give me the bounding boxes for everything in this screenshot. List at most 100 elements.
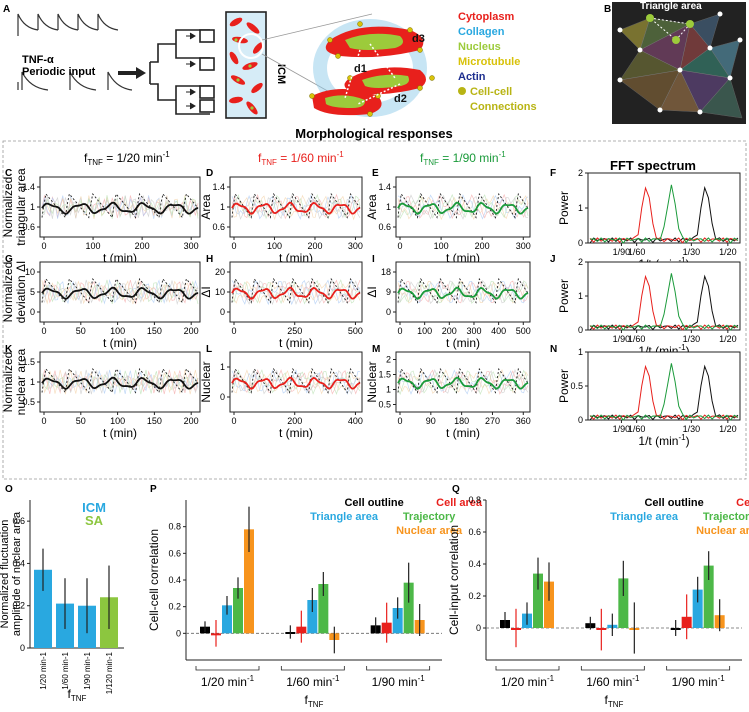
ylabel-line: deviation ΔI	[14, 261, 28, 324]
bar	[692, 589, 703, 628]
x-tick-label: 300	[184, 241, 199, 251]
pulse-train-bottom	[17, 71, 133, 91]
xlabel: t (min)	[446, 336, 480, 350]
legend-item: Cell area	[736, 497, 749, 509]
pulse-train-top	[17, 13, 119, 36]
legend-item: ICM	[82, 500, 106, 515]
group-label: 1/20 min-1	[501, 674, 555, 689]
ylabel-short: Nuclear	[365, 361, 379, 402]
background-trace	[41, 369, 199, 395]
x-tick-label: 0	[41, 326, 46, 336]
x-tick-label: 270	[485, 416, 500, 426]
y-tick-label: 0.6	[212, 222, 225, 232]
background-trace	[41, 195, 199, 219]
col-title-1-20: fTNF = 1/20 min-1	[84, 150, 170, 167]
y-tick-label: 1.5	[378, 370, 391, 380]
bar	[392, 608, 403, 634]
background-trace	[397, 280, 529, 304]
x-tick-label: 1/30	[683, 247, 701, 257]
plot-frame	[587, 172, 741, 244]
y-tick-label: 1	[220, 202, 225, 212]
xlabel: t (min)	[279, 426, 313, 440]
x-tick-label: 300	[348, 241, 363, 251]
xlabel: t (min)	[446, 426, 480, 440]
fft-spectrum-line	[589, 274, 739, 331]
mean-trace	[231, 376, 361, 390]
background-trace	[41, 369, 199, 395]
y-tick-label: 0.8	[168, 522, 181, 532]
fft-ylabel: Power	[557, 369, 571, 403]
category-label: 1/60 min-1	[61, 651, 70, 689]
group-bracket	[495, 666, 560, 671]
x-tick-label: 100	[86, 241, 101, 251]
triangulation-overlay	[619, 13, 743, 119]
panel-label-e: E	[372, 168, 379, 179]
group-label: 1/90 min-1	[372, 674, 426, 689]
triangle-area-title: Triangle area	[640, 1, 702, 12]
y-tick-label: 1	[386, 385, 391, 395]
plot-frame	[39, 351, 201, 413]
y-tick-label: 1	[220, 362, 225, 372]
xlabel: t (min)	[279, 336, 313, 350]
panel-label-p: P	[150, 484, 157, 495]
y-tick-label: 10	[215, 287, 225, 297]
x-tick-label: 200	[184, 326, 199, 336]
x-tick-label: 100	[417, 326, 432, 336]
y-tick-label: 0.8	[468, 495, 481, 505]
legend-item: Cell outline	[344, 497, 403, 509]
x-tick-label: 50	[76, 326, 86, 336]
legend-item: Trajectory	[703, 511, 749, 523]
background-trace	[231, 194, 361, 220]
x-tick-label: 150	[147, 416, 162, 426]
category-label: 1/120 min-1	[105, 651, 114, 694]
y-tick-label: 1	[30, 202, 35, 212]
y-tick-label: 0	[176, 628, 181, 638]
x-tick-label: 1/30	[683, 424, 701, 434]
col-title-1-60: fTNF = 1/60 min-1	[258, 150, 344, 167]
bar	[233, 588, 243, 634]
legend-item: Connections	[470, 101, 537, 113]
y-tick-label: 0	[220, 392, 225, 402]
x-tick-label: 300	[516, 241, 531, 251]
background-trace	[231, 279, 361, 306]
y-tick-label: 0.4	[168, 575, 181, 585]
mean-trace	[231, 286, 361, 300]
panel-label-o: O	[5, 484, 13, 495]
panel-o-chart: 0 0.2 0.4 0.6 1/20 min-1 1/60 min-1 1/90 min-1…	[0, 500, 124, 703]
tnf-label: TNF-α	[22, 54, 54, 66]
fft-spectrum-line	[589, 184, 739, 244]
connection-dot-icon	[458, 87, 466, 95]
zoomed-cells	[309, 19, 435, 117]
ylabel-short: Area	[199, 194, 213, 220]
panel-label-c: C	[5, 168, 12, 179]
panel-label-i: I	[372, 254, 375, 265]
fft-spectrum-line	[589, 364, 739, 421]
x-tick-label: 180	[454, 416, 469, 426]
x-tick-label: 1/90	[613, 424, 631, 434]
category-label: 1/20 min-1	[39, 651, 48, 689]
panel-label-m: M	[372, 344, 380, 355]
group-bracket	[195, 666, 260, 671]
input-dashed-trace	[397, 192, 529, 219]
group-label: 1/90 min-1	[672, 674, 726, 689]
y-tick-label: 0.4	[12, 558, 25, 568]
x-tick-label: 0	[231, 326, 236, 336]
group-label: 1/20 min-1	[201, 674, 255, 689]
panel-q-chart: 0 0.2 0.4 0.6 0.8 1/20 min-1 1/60 min-1 1/90 mi…	[447, 495, 749, 709]
x-tick-label: 400	[348, 416, 363, 426]
x-tick-label: 500	[348, 326, 363, 336]
group-bracket	[666, 666, 731, 671]
y-tick-label: 0	[578, 238, 583, 248]
panel-label-f: F	[550, 168, 556, 179]
legend-item: SA	[85, 513, 104, 528]
group-bracket	[580, 666, 645, 671]
x-tick-label: 0	[397, 326, 402, 336]
x-tick-label: 0	[41, 241, 46, 251]
bar	[618, 578, 629, 628]
x-tick-label: 1/90	[613, 334, 631, 344]
y-tick-label: 0.2	[168, 602, 181, 612]
panel-label-l: L	[206, 344, 212, 355]
x-tick-label: 0	[41, 416, 46, 426]
